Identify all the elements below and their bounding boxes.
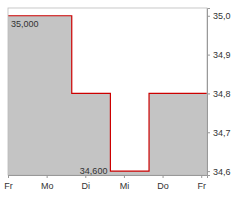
price-area	[8, 16, 207, 175]
x-tick: Mi	[120, 175, 130, 191]
plot-frame	[8, 8, 207, 175]
y-tick: 34,9	[207, 50, 231, 60]
x-tick-label: Fr	[4, 181, 13, 191]
x-axis-line	[9, 176, 208, 179]
x-tick-label: Di	[82, 181, 91, 191]
x-tick-label: Fr	[197, 181, 206, 191]
y-tick: 34,7	[207, 128, 231, 138]
x-tick-label: Mi	[120, 181, 130, 191]
x-tick-mark	[47, 175, 48, 178]
x-tick: Mo	[41, 175, 54, 191]
chart: 34,6 34,7 34,8 34,9 35,0 Fr Mo Di Mi Do Fr 35,000 34…	[0, 0, 240, 200]
y-tick: 34,6	[207, 166, 231, 176]
x-tick-mark	[201, 175, 202, 178]
x-tick-mark	[8, 175, 9, 178]
y-axis: 34,6 34,7 34,8 34,9 35,0	[207, 9, 231, 177]
y-tick-label: 34,6	[213, 166, 231, 176]
y-tick-mark	[207, 171, 210, 172]
y-tick-label: 34,9	[213, 50, 231, 60]
y-tick-mark	[207, 16, 210, 17]
x-axis: Fr Mo Di Mi Do Fr	[4, 175, 207, 191]
y-tick: 35,0	[207, 11, 231, 21]
y-tick-mark	[207, 93, 210, 94]
x-tick-label: Do	[157, 181, 169, 191]
x-tick-mark	[163, 175, 164, 178]
y-tick-mark	[207, 55, 210, 56]
x-tick: Di	[82, 175, 91, 191]
price-line	[8, 16, 207, 171]
y-tick-label: 35,0	[213, 11, 231, 21]
y-axis-line	[208, 9, 211, 176]
annotation: 34,600	[80, 166, 108, 176]
x-tick-label: Mo	[41, 181, 54, 191]
y-tick-mark	[207, 132, 210, 133]
plot-area	[8, 16, 207, 175]
y-tick-label: 34,7	[213, 128, 231, 138]
x-tick: Do	[157, 175, 169, 191]
annotation: 35,000	[11, 19, 39, 29]
x-tick-mark	[124, 175, 125, 178]
y-tick-label: 34,8	[213, 89, 231, 99]
y-tick: 34,8	[207, 89, 231, 99]
x-tick: Fr	[197, 175, 206, 191]
x-tick: Fr	[4, 175, 13, 191]
